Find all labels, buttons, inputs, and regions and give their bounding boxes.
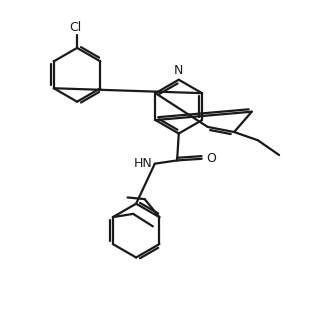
Text: HN: HN <box>134 157 153 170</box>
Text: N: N <box>174 64 183 77</box>
Text: O: O <box>206 152 216 165</box>
Text: Cl: Cl <box>69 21 82 34</box>
